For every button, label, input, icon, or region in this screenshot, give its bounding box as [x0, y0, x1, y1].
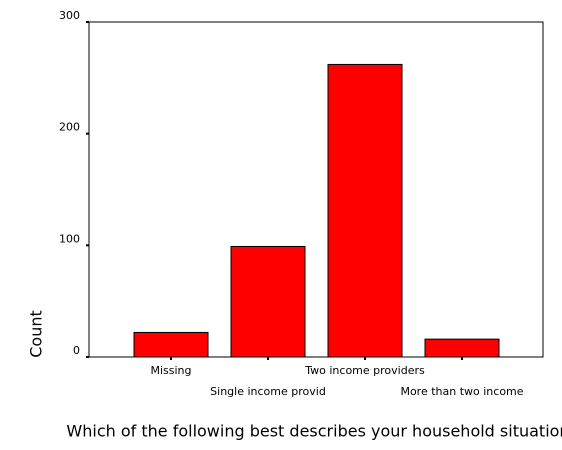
bar — [133, 331, 209, 358]
x-tick-label: Two income providers — [304, 364, 425, 377]
y-tick-label: 300 — [59, 9, 80, 22]
y-tick-label: 200 — [59, 121, 80, 134]
x-tick-label: Missing — [150, 364, 191, 377]
x-tick-label: Single income provid — [210, 385, 326, 398]
bar — [424, 338, 500, 358]
y-tick-label: 0 — [73, 344, 80, 357]
plot-frame — [88, 21, 544, 358]
bar — [327, 63, 403, 358]
y-tick-label: 100 — [59, 232, 80, 245]
x-tick-label: More than two income — [400, 385, 523, 398]
x-axis-title: Which of the following best describes yo… — [66, 422, 562, 441]
y-axis-title: Count — [27, 310, 46, 358]
bar — [230, 245, 306, 358]
